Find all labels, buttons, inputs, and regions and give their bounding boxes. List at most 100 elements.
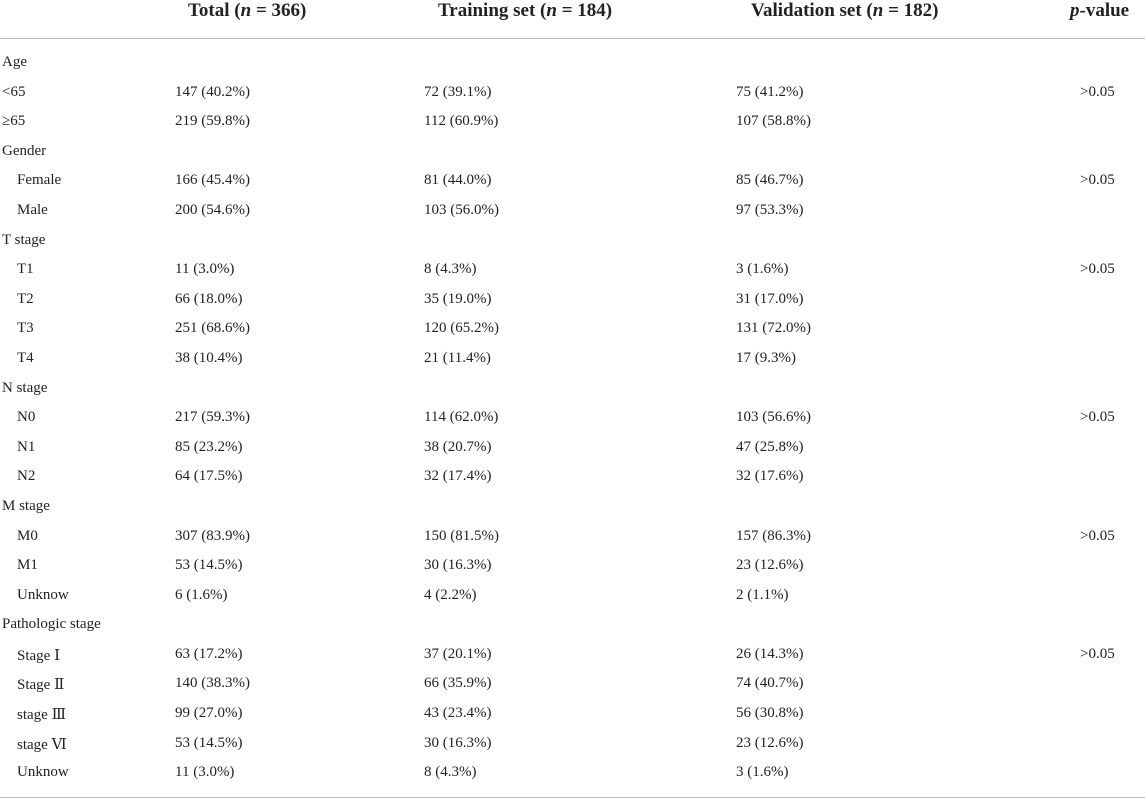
cell-total: 53 (14.5%) (175, 734, 243, 751)
cell-p-value: >0.05 (1080, 261, 1115, 278)
cell-total: 200 (54.6%) (175, 201, 250, 218)
row-label: ≥65 (2, 113, 26, 130)
cell-training: 35 (19.0%) (424, 290, 492, 307)
table-row: N0 217 (59.3%) 114 (62.0%) 103 (56.6%) >0.05 (0, 393, 1145, 426)
row-label: Pathologic stage (2, 616, 101, 633)
row-label: <65 (2, 83, 26, 100)
cell-training: 81 (44.0%) (424, 172, 492, 189)
table-row: T1 11 (3.0%) 8 (4.3%) 3 (1.6%) >0.05 (0, 245, 1145, 278)
row-label: N2 (17, 468, 36, 485)
cell-p-value: >0.05 (1080, 645, 1115, 662)
row-label: Gender (2, 142, 47, 159)
cell-validation: 32 (17.6%) (736, 468, 804, 485)
cell-training: 30 (16.3%) (424, 734, 492, 751)
row-label: T3 (17, 320, 34, 337)
cell-validation: 157 (86.3%) (736, 527, 811, 544)
table-row: Stage Ⅰ 63 (17.2%) 37 (20.1%) 26 (14.3%) >0.… (0, 630, 1145, 664)
table-group-row: Pathologic stage (0, 600, 1145, 633)
cell-p-value: >0.05 (1080, 172, 1115, 189)
cell-validation: 103 (56.6%) (736, 409, 811, 426)
table-row: N1 85 (23.2%) 38 (20.7%) 47 (25.8%) (0, 423, 1145, 455)
cell-total: 251 (68.6%) (175, 320, 250, 337)
cell-total: 11 (3.0%) (175, 764, 235, 781)
cell-validation: 17 (9.3%) (736, 349, 796, 366)
cell-training: 4 (2.2%) (424, 586, 477, 603)
cell-validation: 74 (40.7%) (736, 675, 804, 692)
table-row: stage Ⅲ 99 (27.0%) 43 (23.4%) 56 (30.8%) (0, 689, 1145, 723)
cell-total: 38 (10.4%) (175, 349, 243, 366)
table-row: Unknow 6 (1.6%) 4 (2.2%) 2 (1.1%) (0, 571, 1145, 603)
row-label: N1 (17, 438, 36, 455)
cell-total: 6 (1.6%) (175, 586, 228, 603)
cell-training: 32 (17.4%) (424, 468, 492, 485)
row-label: N stage (2, 379, 48, 396)
cell-training: 37 (20.1%) (424, 645, 492, 662)
cell-validation: 85 (46.7%) (736, 172, 804, 189)
table-row: stage Ⅵ 53 (14.5%) 30 (16.3%) 23 (12.6%) (0, 719, 1145, 753)
table-group-row: M stage (0, 482, 1145, 514)
cell-validation: 31 (17.0%) (736, 290, 804, 307)
table-row: <65 147 (40.2%) 72 (39.1%) 75 (41.2%) >0.05 (0, 68, 1145, 100)
row-label: N0 (17, 409, 36, 426)
table-body: Age <65 147 (40.2%) 72 (39.1%) 75 (41.2%) >0.… (0, 38, 1145, 781)
cell-training: 150 (81.5%) (424, 527, 499, 544)
row-label: T1 (17, 261, 34, 278)
cell-total: 99 (27.0%) (175, 705, 243, 722)
table-group-row: N stage (0, 364, 1145, 396)
cell-training: 8 (4.3%) (424, 764, 477, 781)
cell-validation: 23 (12.6%) (736, 557, 804, 574)
cell-training: 120 (65.2%) (424, 320, 499, 337)
cell-validation: 56 (30.8%) (736, 705, 804, 722)
table-row: M0 307 (83.9%) 150 (81.5%) 157 (86.3%) >0.05 (0, 512, 1145, 544)
table-row: Female 166 (45.4%) 81 (44.0%) 85 (46.7%) >0.… (0, 156, 1145, 189)
row-label: stage Ⅲ (17, 707, 67, 724)
cell-training: 21 (11.4%) (424, 349, 491, 366)
row-label: Stage Ⅰ (17, 647, 61, 664)
cell-total: 66 (18.0%) (175, 290, 243, 307)
cell-validation: 107 (58.8%) (736, 113, 811, 130)
row-label: T stage (2, 231, 46, 248)
cell-training: 43 (23.4%) (424, 705, 492, 722)
cell-training: 38 (20.7%) (424, 438, 492, 455)
cell-validation: 3 (1.6%) (736, 261, 789, 278)
row-label: M1 (17, 557, 38, 574)
row-label: Female (17, 172, 62, 189)
cell-total: 140 (38.3%) (175, 675, 250, 692)
table-row: T2 66 (18.0%) 35 (19.0%) 31 (17.0%) (0, 275, 1145, 307)
cell-validation: 75 (41.2%) (736, 83, 804, 100)
cell-total: 219 (59.8%) (175, 113, 250, 130)
cell-validation: 131 (72.0%) (736, 320, 811, 337)
cell-total: 11 (3.0%) (175, 261, 235, 278)
cell-total: 217 (59.3%) (175, 409, 250, 426)
row-label: Stage Ⅱ (17, 677, 65, 694)
cell-training: 103 (56.0%) (424, 201, 499, 218)
table-row: Male 200 (54.6%) 103 (56.0%) 97 (53.3%) (0, 186, 1145, 218)
row-label: Unknow (17, 764, 69, 781)
table-header: Total (n = 366) Training set (n = 184) V… (0, 0, 1145, 39)
cell-training: 30 (16.3%) (424, 557, 492, 574)
cell-training: 114 (62.0%) (424, 409, 499, 426)
cell-training: 8 (4.3%) (424, 261, 477, 278)
row-label: T2 (17, 290, 34, 307)
table-row: Stage Ⅱ 140 (38.3%) 66 (35.9%) 74 (40.7%) (0, 659, 1145, 693)
table-row: ≥65 219 (59.8%) 112 (60.9%) 107 (58.8%) (0, 97, 1145, 130)
table-group-row: Gender (0, 127, 1145, 159)
cell-p-value: >0.05 (1080, 527, 1115, 544)
cell-training: 72 (39.1%) (424, 83, 492, 100)
row-label: Unknow (17, 586, 69, 603)
cell-total: 64 (17.5%) (175, 468, 243, 485)
cell-training: 112 (60.9%) (424, 113, 499, 130)
table-row: T4 38 (10.4%) 21 (11.4%) 17 (9.3%) (0, 334, 1145, 366)
cell-total: 85 (23.2%) (175, 438, 243, 455)
cell-p-value: >0.05 (1080, 409, 1115, 426)
table-row: N2 64 (17.5%) 32 (17.4%) 32 (17.6%) (0, 452, 1145, 485)
table-row: M1 53 (14.5%) 30 (16.3%) 23 (12.6%) (0, 541, 1145, 574)
row-label: Age (2, 54, 27, 70)
bottom-rule (0, 797, 1145, 798)
cell-total: 53 (14.5%) (175, 557, 243, 574)
cell-validation: 23 (12.6%) (736, 734, 804, 751)
cell-validation: 97 (53.3%) (736, 201, 804, 218)
cell-p-value: >0.05 (1080, 83, 1115, 100)
cell-validation: 26 (14.3%) (736, 645, 804, 662)
table-row: Unknow 11 (3.0%) 8 (4.3%) 3 (1.6%) (0, 748, 1145, 781)
